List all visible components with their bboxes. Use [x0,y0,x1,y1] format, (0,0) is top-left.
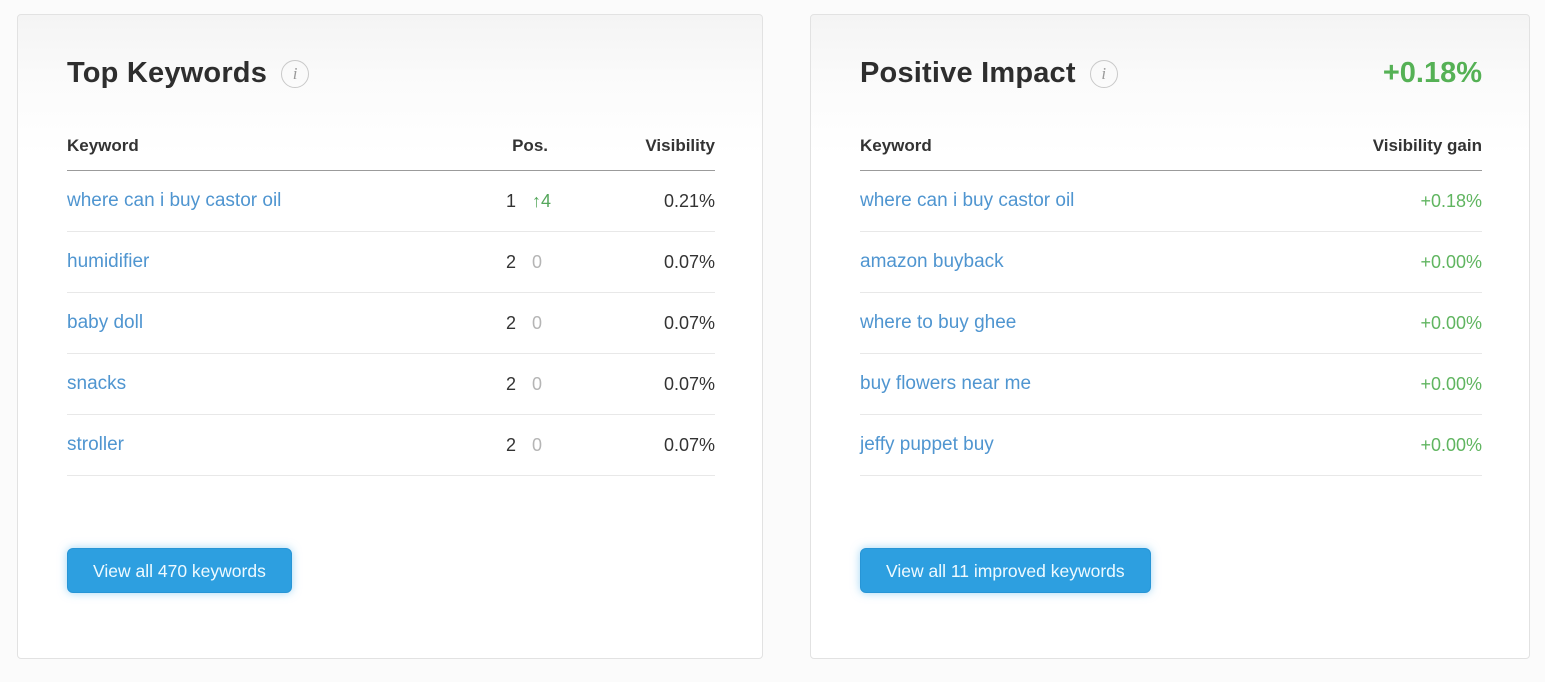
position-change-value: 0 [532,434,543,455]
visibility-value: 0.07% [663,251,715,272]
keyword-link[interactable]: buy flowers near me [860,373,1032,394]
visibility-value: 0.21% [663,190,715,211]
positive-impact-card: Positive Impact i +0.18% Keyword Visibil… [810,14,1530,659]
visibility-gain-value: +0.00% [1420,373,1482,394]
position-value: 2 [505,373,516,394]
positive-impact-header: Positive Impact i +0.18% [860,57,1482,90]
positive-impact-title: Positive Impact [860,57,1076,89]
position-value: 2 [505,434,516,455]
visibility-gain-value: +0.00% [1420,251,1482,272]
position-cell: 2 0 [420,435,560,456]
view-all-keywords-button[interactable]: View all 470 keywords [67,548,292,593]
keyword-link[interactable]: where to buy ghee [860,312,1017,333]
position-value: 1 [505,190,516,211]
position-cell: 1 ↑4 [420,191,560,212]
position-cell: 2 0 [420,374,560,395]
top-keywords-title: Top Keywords [67,57,268,89]
top-keywords-header: Top Keywords i [67,57,715,90]
column-header-visibility-gain: Visibility gain [1372,136,1482,155]
table-header-row: Keyword Pos. Visibility [67,136,715,171]
table-row: jeffy puppet buy +0.00% [860,415,1482,476]
position-change-value: 0 [532,373,543,394]
total-visibility-gain: +0.18% [1382,57,1482,89]
keyword-link[interactable]: where can i buy castor oil [860,190,1075,211]
position-change-up-icon: ↑4 [532,190,552,211]
visibility-gain-value: +0.18% [1420,190,1482,211]
keyword-link[interactable]: where can i buy castor oil [67,190,282,211]
visibility-value: 0.07% [663,434,715,455]
table-row: buy flowers near me +0.00% [860,354,1482,415]
visibility-gain-value: +0.00% [1420,312,1482,333]
position-cell: 2 0 [420,313,560,334]
keyword-link[interactable]: humidifier [67,251,150,272]
keyword-link[interactable]: snacks [67,373,127,394]
table-row: snacks 2 0 0.07% [67,354,715,415]
table-row: baby doll 2 0 0.07% [67,293,715,354]
view-all-improved-keywords-button[interactable]: View all 11 improved keywords [860,548,1151,593]
keyword-link[interactable]: baby doll [67,312,144,333]
table-header-row: Keyword Visibility gain [860,136,1482,171]
column-header-keyword: Keyword [67,136,139,155]
table-row: where can i buy castor oil +0.18% [860,171,1482,232]
top-keywords-card: Top Keywords i Keyword Pos. Visibility w… [17,14,763,659]
visibility-gain-value: +0.00% [1420,434,1482,455]
info-icon[interactable]: i [1089,59,1118,88]
column-header-pos: Pos. [512,136,548,155]
table-row: humidifier 2 0 0.07% [67,232,715,293]
table-row: amazon buyback +0.00% [860,232,1482,293]
visibility-value: 0.07% [663,312,715,333]
table-row: where can i buy castor oil 1 ↑4 0.21% [67,171,715,232]
position-change-value: 0 [532,251,543,272]
positive-impact-table: Keyword Visibility gain where can i buy … [860,136,1482,476]
position-value: 2 [505,312,516,333]
keyword-link[interactable]: stroller [67,434,125,455]
table-row: where to buy ghee +0.00% [860,293,1482,354]
table-row: stroller 2 0 0.07% [67,415,715,476]
column-header-visibility: Visibility [645,136,715,155]
position-value: 2 [505,251,516,272]
column-header-keyword: Keyword [860,136,932,155]
top-keywords-table: Keyword Pos. Visibility where can i buy … [67,136,715,476]
position-change-value: 0 [532,312,543,333]
keyword-link[interactable]: jeffy puppet buy [860,434,994,455]
visibility-value: 0.07% [663,373,715,394]
position-cell: 2 0 [420,252,560,273]
info-icon[interactable]: i [281,59,310,88]
keyword-link[interactable]: amazon buyback [860,251,1004,272]
